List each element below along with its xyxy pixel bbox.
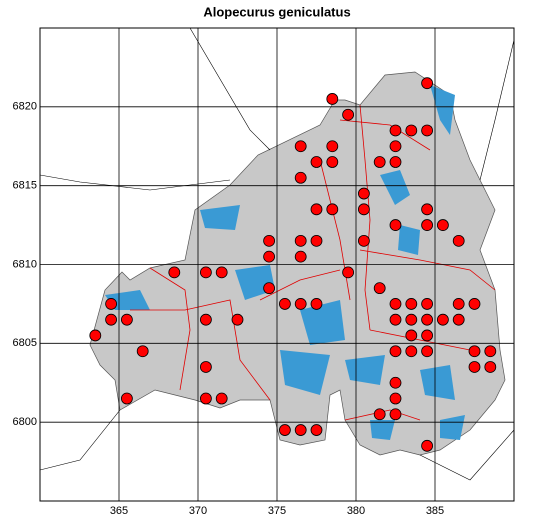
- occurrence-point: [326, 93, 339, 105]
- x-tick-label: 385: [426, 505, 444, 517]
- occurrence-point: [389, 376, 402, 389]
- y-tick-label: 6815: [13, 180, 37, 192]
- occurrence-point: [294, 234, 307, 247]
- occurrence-point: [389, 298, 402, 310]
- occurrence-point: [484, 361, 497, 373]
- occurrence-point: [136, 345, 149, 358]
- x-tick-label: 370: [189, 505, 207, 517]
- occurrence-point: [105, 298, 117, 310]
- occurrence-point: [421, 345, 434, 358]
- occurrence-point: [168, 266, 181, 279]
- occurrence-point: [199, 266, 212, 279]
- occurrence-point: [421, 124, 434, 137]
- occurrence-point: [421, 439, 434, 452]
- occurrence-point: [389, 392, 402, 405]
- occurrence-point: [468, 298, 481, 310]
- occurrence-point: [278, 298, 291, 310]
- occurrence-point: [121, 313, 133, 326]
- occurrence-point: [326, 156, 339, 168]
- occurrence-point: [405, 298, 418, 310]
- occurrence-point: [342, 266, 355, 279]
- occurrence-point: [121, 392, 133, 405]
- occurrence-point: [389, 219, 402, 231]
- occurrence-point: [105, 313, 117, 326]
- y-tick-label: 6820: [13, 101, 37, 113]
- occurrence-point: [294, 171, 307, 184]
- occurrence-point: [421, 298, 434, 310]
- region: [89, 71, 506, 456]
- occurrence-point: [199, 392, 212, 405]
- occurrence-point: [326, 140, 339, 153]
- basemap: [39, 27, 515, 481]
- occurrence-point: [357, 234, 370, 247]
- y-tick-label: 6800: [13, 416, 37, 428]
- occurrence-point: [436, 219, 449, 231]
- y-tick-label: 6805: [13, 337, 37, 349]
- occurrence-point: [484, 345, 497, 358]
- occurrence-point: [357, 203, 370, 216]
- occurrence-point: [357, 187, 370, 200]
- occurrence-point: [342, 108, 355, 121]
- occurrence-point: [231, 313, 244, 326]
- occurrence-point: [199, 313, 212, 326]
- occurrence-point: [263, 250, 276, 263]
- occurrence-point: [278, 424, 291, 436]
- y-tick-label: 6810: [13, 258, 37, 270]
- occurrence-point: [215, 392, 228, 405]
- occurrence-point: [389, 140, 402, 153]
- occurrence-point: [294, 298, 307, 310]
- occurrence-point: [89, 329, 102, 342]
- occurrence-point: [199, 361, 212, 373]
- occurrence-point: [326, 203, 339, 216]
- occurrence-point: [389, 124, 402, 137]
- occurrence-point: [421, 203, 434, 216]
- occurrence-point: [373, 408, 386, 421]
- occurrence-point: [263, 234, 276, 247]
- occurrence-point: [452, 298, 465, 310]
- occurrence-point: [389, 408, 402, 421]
- x-tick-label: 380: [347, 505, 365, 517]
- occurrence-point: [373, 282, 386, 295]
- occurrence-point: [405, 124, 418, 137]
- x-tick-label: 375: [268, 505, 286, 517]
- occurrence-point: [468, 361, 481, 373]
- occurrence-point: [452, 313, 465, 326]
- map-title: Alopecurus geniculatus: [203, 4, 350, 19]
- occurrence-point: [389, 345, 402, 358]
- occurrence-point: [294, 140, 307, 153]
- occurrence-point: [215, 266, 228, 279]
- occurrence-point: [421, 77, 434, 90]
- occurrence-point: [310, 203, 323, 216]
- occurrence-point: [310, 424, 323, 436]
- occurrence-point: [373, 156, 386, 168]
- occurrence-point: [452, 234, 465, 247]
- occurrence-point: [263, 282, 276, 295]
- occurrence-point: [310, 298, 323, 310]
- occurrence-point: [405, 313, 418, 326]
- lakes: [105, 85, 465, 440]
- occurrence-point: [436, 313, 449, 326]
- occurrence-point: [294, 424, 307, 436]
- occurrence-point: [421, 219, 434, 231]
- occurrence-point: [294, 250, 307, 263]
- occurrence-point: [468, 345, 481, 358]
- occurrence-point: [310, 234, 323, 247]
- occurrence-point: [389, 313, 402, 326]
- occurrence-point: [310, 156, 323, 168]
- occurrence-point: [389, 156, 402, 168]
- occurrence-point: [421, 329, 434, 342]
- x-tick-label: 365: [110, 505, 128, 517]
- occurrence-point: [405, 345, 418, 358]
- occurrence-point: [421, 313, 434, 326]
- occurrence-point: [405, 329, 418, 342]
